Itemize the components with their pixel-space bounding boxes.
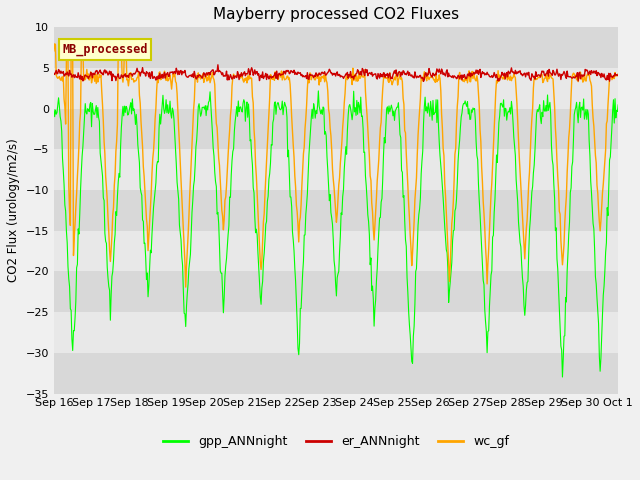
gpp_ANNnight — [422, 108, 429, 114]
er_ANNnight — [614, 72, 622, 77]
er_ANNnight — [423, 73, 431, 79]
er_ANNnight — [60, 73, 68, 79]
wc_gf — [51, 41, 58, 47]
Y-axis label: CO2 Flux (urology/m2/s): CO2 Flux (urology/m2/s) — [7, 139, 20, 282]
Legend: gpp_ANNnight, er_ANNnight, wc_gf: gpp_ANNnight, er_ANNnight, wc_gf — [158, 430, 514, 453]
wc_gf — [423, 78, 431, 84]
wc_gf — [50, 48, 58, 54]
Title: Mayberry processed CO2 Fluxes: Mayberry processed CO2 Fluxes — [213, 7, 459, 22]
gpp_ANNnight — [50, 107, 58, 112]
Bar — [54, 149, 618, 190]
wc_gf — [119, 79, 127, 85]
Line: er_ANNnight: er_ANNnight — [54, 65, 618, 81]
wc_gf — [61, 103, 68, 109]
wc_gf — [207, 77, 214, 83]
gpp_ANNnight — [60, 182, 68, 188]
Text: MB_processed: MB_processed — [62, 43, 148, 56]
Bar — [54, 190, 618, 231]
Bar — [54, 353, 618, 394]
gpp_ANNnight — [205, 98, 213, 104]
gpp_ANNnight — [406, 322, 413, 327]
gpp_ANNnight — [559, 374, 566, 380]
Bar — [54, 68, 618, 108]
Bar — [54, 108, 618, 149]
Line: gpp_ANNnight: gpp_ANNnight — [54, 91, 618, 377]
gpp_ANNnight — [175, 222, 183, 228]
er_ANNnight — [420, 78, 428, 84]
er_ANNnight — [175, 72, 183, 77]
er_ANNnight — [214, 62, 221, 68]
er_ANNnight — [205, 70, 213, 75]
Bar — [54, 231, 618, 272]
er_ANNnight — [50, 71, 58, 76]
gpp_ANNnight — [118, 113, 126, 119]
gpp_ANNnight — [314, 88, 322, 94]
wc_gf — [406, 232, 414, 238]
Line: wc_gf: wc_gf — [54, 44, 618, 287]
Bar — [54, 272, 618, 312]
wc_gf — [177, 160, 184, 166]
wc_gf — [614, 71, 622, 77]
gpp_ANNnight — [614, 102, 622, 108]
wc_gf — [182, 284, 189, 290]
Bar — [54, 27, 618, 68]
er_ANNnight — [118, 73, 126, 79]
Bar — [54, 312, 618, 353]
er_ANNnight — [406, 70, 413, 75]
